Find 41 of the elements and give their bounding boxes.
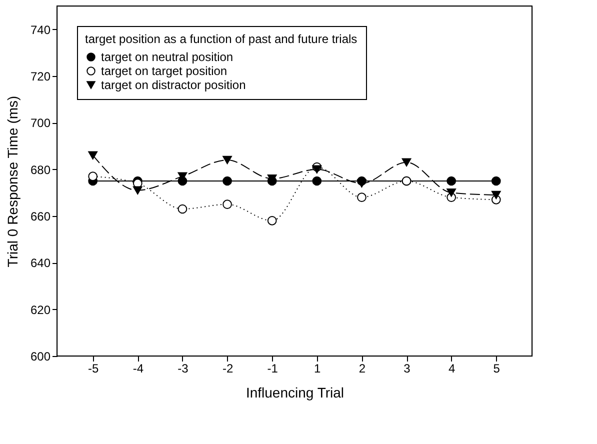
y-tick-label: 720 [30,70,51,84]
legend-label: target on target position [101,64,228,78]
point [491,190,501,200]
point [446,176,456,186]
y-tick-label: 620 [30,302,51,317]
x-tick-label: 3 [404,362,411,376]
y-tick-label: 700 [30,116,51,130]
point [357,192,366,202]
point [222,200,232,210]
legend-label: target on distractor position [101,78,246,92]
x-tick-label: -5 [88,362,100,376]
point [491,176,501,186]
point [357,179,366,188]
point [222,156,232,164]
point [88,151,98,160]
point [267,216,277,226]
y-tick-label: 600 [30,350,51,364]
legend-label: target on neutral position [101,50,234,64]
y-tick-label: 640 [30,256,51,270]
x-tick-label: -1 [267,362,278,376]
y-tick-label: 680 [30,162,51,177]
y-tick-label: 660 [30,210,51,224]
y-axis-title: Trial 0 Response Time (ms) [4,96,20,268]
point [446,188,456,197]
x-tick-label: -4 [132,362,144,376]
x-tick-label: -2 [222,362,234,376]
x-tick-label: 5 [493,362,500,376]
x-tick-label: -3 [178,362,189,376]
point [88,172,98,182]
point [312,176,322,186]
x-tick-label: 4 [448,362,456,376]
point [178,204,188,214]
x-axis-title: Influencing Trial [246,384,344,400]
point [402,158,412,166]
point [312,165,322,174]
point [222,176,232,186]
y-tick-label: 740 [30,22,51,37]
x-tick-label: 1 [314,362,322,376]
x-tick-label: 2 [358,362,366,376]
legend-title: target position as a function of past and future trials [85,32,358,46]
point [132,186,142,194]
